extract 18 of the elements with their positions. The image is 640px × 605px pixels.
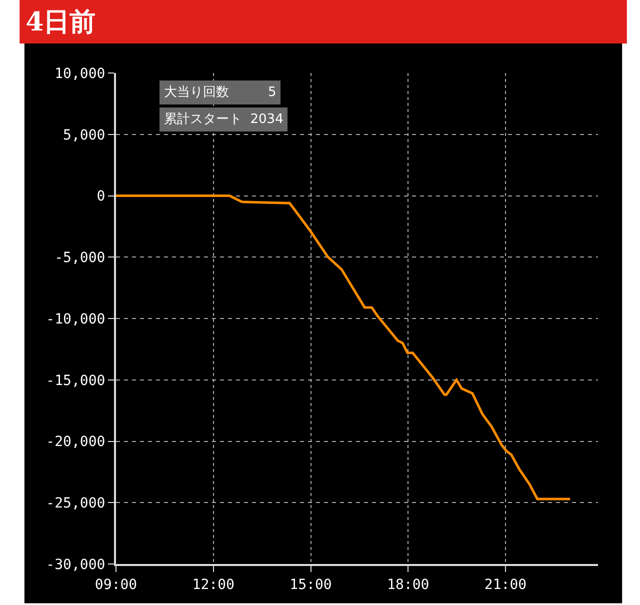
annotation: 大当り回数 5	[164, 85, 276, 100]
y-tick-label: 0	[96, 188, 106, 205]
x-tick-label: 18:00	[387, 576, 430, 593]
chart-title: 4日前	[26, 7, 96, 38]
annotation: 累計スタート 2034	[164, 112, 284, 127]
y-tick-label: -5,000	[54, 250, 106, 266]
y-tick-label: -15,000	[46, 372, 106, 389]
y-tick-label: 10,000	[54, 66, 106, 82]
line-series	[116, 194, 572, 500]
x-tick-label: 15:00	[290, 576, 332, 593]
y-tick-label: -20,000	[46, 434, 106, 450]
x-tick-label: 21:00	[484, 576, 527, 593]
y-tick-label: -30,000	[46, 556, 106, 573]
y-tick-label: -10,000	[46, 311, 106, 328]
x-tick-label: 12:00	[192, 576, 234, 593]
y-tick-label: -25,000	[46, 496, 106, 512]
x-tick-label: 09:00	[94, 576, 138, 593]
y-tick-label: 5,000	[63, 127, 106, 144]
